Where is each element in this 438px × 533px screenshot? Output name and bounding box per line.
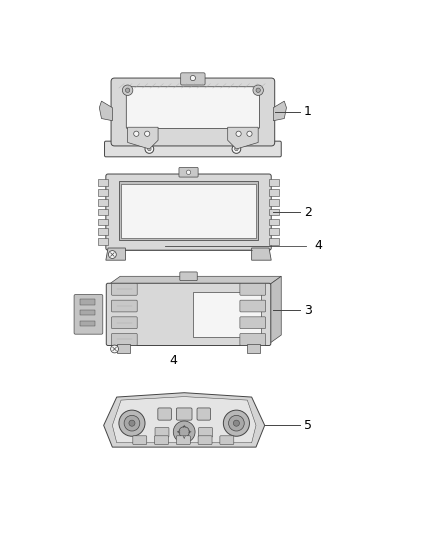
FancyBboxPatch shape: [158, 408, 171, 420]
Bar: [99, 180, 108, 186]
FancyBboxPatch shape: [74, 295, 103, 334]
Circle shape: [124, 415, 140, 431]
FancyBboxPatch shape: [106, 283, 271, 345]
Bar: [269, 180, 279, 186]
Polygon shape: [127, 127, 158, 149]
FancyBboxPatch shape: [240, 284, 265, 295]
Bar: [99, 189, 108, 196]
Bar: [119, 181, 258, 240]
FancyBboxPatch shape: [111, 78, 275, 146]
Bar: [80, 310, 95, 316]
Circle shape: [256, 88, 260, 92]
FancyBboxPatch shape: [198, 427, 212, 437]
Circle shape: [233, 420, 240, 426]
FancyBboxPatch shape: [240, 317, 265, 328]
Circle shape: [119, 410, 145, 436]
Circle shape: [125, 88, 130, 92]
Bar: [269, 238, 279, 245]
Polygon shape: [269, 276, 281, 344]
Text: 5: 5: [304, 419, 312, 432]
Circle shape: [247, 131, 252, 136]
Bar: [121, 183, 256, 238]
Bar: [80, 321, 95, 326]
Circle shape: [173, 421, 195, 443]
FancyBboxPatch shape: [112, 334, 137, 345]
Polygon shape: [99, 101, 113, 120]
Bar: [269, 209, 279, 215]
FancyBboxPatch shape: [112, 300, 137, 312]
Bar: [269, 229, 279, 235]
Polygon shape: [108, 276, 281, 285]
Polygon shape: [228, 127, 258, 149]
FancyBboxPatch shape: [112, 284, 137, 295]
Circle shape: [111, 345, 118, 353]
Bar: [99, 229, 108, 235]
Circle shape: [145, 144, 154, 154]
Circle shape: [134, 131, 139, 136]
Polygon shape: [104, 393, 265, 447]
Bar: [247, 344, 260, 353]
FancyBboxPatch shape: [220, 436, 234, 445]
Circle shape: [229, 415, 244, 431]
FancyBboxPatch shape: [198, 436, 212, 445]
Circle shape: [223, 410, 250, 436]
FancyBboxPatch shape: [177, 436, 190, 445]
Bar: [80, 300, 95, 304]
Text: 2: 2: [304, 206, 312, 219]
Circle shape: [253, 85, 263, 95]
Bar: [269, 189, 279, 196]
Bar: [99, 219, 108, 225]
FancyBboxPatch shape: [240, 300, 265, 312]
FancyBboxPatch shape: [177, 408, 192, 420]
Bar: [99, 209, 108, 215]
FancyBboxPatch shape: [105, 141, 281, 157]
FancyBboxPatch shape: [197, 408, 211, 420]
Text: 3: 3: [304, 303, 312, 317]
Circle shape: [235, 147, 238, 151]
FancyBboxPatch shape: [126, 87, 259, 128]
Text: 4: 4: [315, 239, 323, 252]
Circle shape: [179, 426, 189, 437]
Circle shape: [122, 85, 133, 95]
Circle shape: [129, 420, 135, 426]
FancyBboxPatch shape: [106, 174, 271, 250]
FancyBboxPatch shape: [133, 436, 147, 445]
Circle shape: [232, 144, 241, 154]
FancyBboxPatch shape: [180, 272, 197, 281]
Circle shape: [148, 147, 151, 151]
FancyBboxPatch shape: [155, 436, 169, 445]
Polygon shape: [273, 101, 286, 120]
Circle shape: [190, 76, 195, 80]
Polygon shape: [106, 248, 125, 260]
Circle shape: [186, 170, 191, 174]
Bar: [269, 199, 279, 206]
Bar: [193, 292, 261, 337]
Bar: [99, 238, 108, 245]
Circle shape: [145, 131, 150, 136]
Bar: [269, 219, 279, 225]
Circle shape: [109, 251, 116, 259]
FancyBboxPatch shape: [181, 73, 205, 85]
Circle shape: [236, 131, 241, 136]
Bar: [99, 199, 108, 206]
Text: 1: 1: [304, 106, 312, 118]
FancyBboxPatch shape: [240, 334, 265, 345]
Polygon shape: [113, 397, 256, 443]
Bar: [117, 344, 130, 353]
FancyBboxPatch shape: [155, 427, 169, 437]
Text: 4: 4: [170, 353, 177, 367]
FancyBboxPatch shape: [112, 317, 137, 328]
Polygon shape: [252, 248, 271, 260]
FancyBboxPatch shape: [179, 167, 198, 177]
